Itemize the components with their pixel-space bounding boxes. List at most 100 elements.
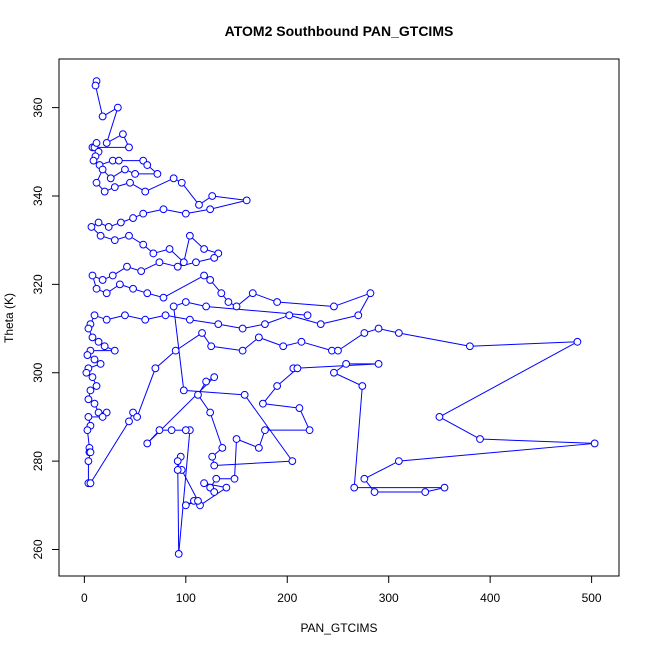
data-point (159, 293, 168, 302)
series-line-segment (262, 403, 300, 409)
data-point (125, 231, 133, 240)
data-point (421, 488, 430, 496)
series-line-segment (264, 314, 290, 325)
data-point (248, 289, 257, 298)
data-point (285, 311, 294, 320)
y-tick-label: 260 (31, 539, 45, 559)
data-point (316, 320, 325, 329)
y-tick-label: 320 (31, 274, 45, 294)
x-axis: 0 100 200 300 400 500 (81, 575, 602, 605)
data-point (173, 262, 182, 271)
data-point (129, 284, 137, 293)
data-point (165, 245, 174, 253)
y-tick-label: 340 (31, 186, 45, 206)
data-point (254, 333, 263, 342)
data-point (110, 183, 119, 192)
series-line-segment (212, 195, 247, 201)
series-line-segment (439, 416, 481, 440)
data-point (206, 205, 215, 214)
data-point (181, 501, 190, 510)
y-tick-label: 360 (31, 97, 45, 117)
data-point (92, 139, 101, 147)
data-point (210, 253, 219, 262)
data-point (110, 346, 119, 355)
series-line-segment (214, 460, 293, 467)
data-point (102, 315, 111, 324)
data-point (171, 346, 180, 355)
data-point (370, 488, 379, 496)
data-point (573, 337, 582, 346)
data-point (143, 161, 152, 169)
series-line-segment (357, 292, 371, 316)
data-point (194, 496, 202, 505)
data-point (360, 474, 369, 483)
data-point (108, 271, 117, 280)
series-line-segment (211, 345, 243, 352)
data-point (161, 311, 170, 320)
data-point (104, 223, 113, 231)
y-axis-label: Theta (K) (2, 293, 16, 343)
series-line-segment (90, 421, 130, 484)
series-line-segment (236, 438, 260, 449)
x-axis-label: PAN_GTCIMS (300, 621, 377, 635)
series-line-segment (439, 341, 578, 418)
data-point (125, 143, 133, 152)
series-line-segment (333, 292, 371, 307)
data-point (83, 351, 92, 359)
data-point (179, 386, 188, 395)
data-point (114, 156, 123, 165)
data-point (131, 169, 139, 178)
series-line-segment (337, 332, 365, 352)
data-point (218, 443, 227, 452)
series-line-segment (289, 314, 321, 325)
data-point (210, 373, 219, 382)
data-point (305, 426, 314, 435)
data-point (167, 426, 176, 435)
series-line-segment (146, 376, 215, 444)
data-point (151, 364, 160, 373)
data-point (238, 324, 247, 333)
series-line-segment (479, 438, 595, 444)
data-point (202, 377, 211, 386)
series-line-segment (258, 336, 284, 347)
series-line-segment (398, 332, 470, 347)
data-point (358, 382, 367, 390)
x-tick-label: 0 (81, 591, 88, 605)
data-point (155, 258, 164, 267)
data-point (366, 289, 375, 298)
data-point (181, 298, 190, 306)
chart-title: ATOM2 Southbound PAN_GTCIMS (225, 23, 454, 39)
data-point (86, 386, 95, 395)
series-line-segment (277, 301, 334, 307)
data-point (141, 315, 150, 324)
data-point (126, 178, 134, 187)
data-point (374, 324, 383, 333)
data-point (202, 302, 211, 311)
data-point (279, 342, 288, 351)
series-line-segment (175, 332, 203, 352)
data-point (210, 461, 219, 470)
data-point (194, 390, 202, 399)
series-line-segment (178, 430, 191, 554)
data-point (86, 448, 95, 457)
data-point (119, 130, 127, 139)
data-point (84, 413, 93, 421)
series-line-segment (185, 208, 211, 215)
data-point (121, 165, 129, 174)
data-point (350, 483, 359, 492)
data-point (330, 302, 338, 311)
data-point (92, 284, 101, 293)
data-point (123, 262, 131, 271)
y-tick-label: 280 (31, 451, 45, 471)
data-point (342, 359, 351, 368)
series-line-segment (95, 85, 104, 117)
series-line-segment (183, 389, 245, 396)
data-point (206, 276, 215, 284)
data-point (354, 311, 363, 320)
data-point (98, 276, 107, 284)
series-line-segment (364, 460, 400, 480)
series-line-segment (320, 314, 359, 325)
series-line-segment (293, 363, 379, 369)
data-point (102, 139, 111, 147)
data-point (89, 156, 98, 165)
